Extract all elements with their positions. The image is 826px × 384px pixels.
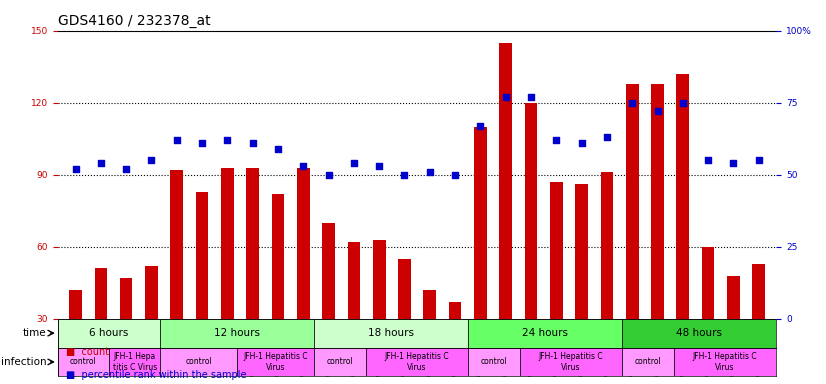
Text: control: control: [634, 358, 662, 366]
Bar: [525, 103, 538, 319]
Text: control: control: [481, 358, 507, 366]
FancyBboxPatch shape: [160, 319, 315, 348]
Bar: [752, 263, 765, 319]
Text: JFH-1 Hepatitis C
Virus: JFH-1 Hepatitis C Virus: [693, 352, 757, 372]
Point: [676, 99, 690, 106]
Bar: [120, 278, 132, 319]
Bar: [373, 240, 386, 319]
Bar: [449, 302, 462, 319]
Point: [575, 140, 588, 146]
Point: [701, 157, 714, 164]
Bar: [170, 170, 183, 319]
Bar: [676, 74, 689, 319]
Point: [525, 94, 538, 100]
Bar: [348, 242, 360, 319]
FancyBboxPatch shape: [366, 348, 468, 376]
Point: [727, 160, 740, 166]
FancyBboxPatch shape: [315, 319, 468, 348]
Point: [120, 166, 133, 172]
Point: [373, 163, 386, 169]
Point: [549, 137, 563, 143]
Bar: [424, 290, 436, 319]
Bar: [651, 84, 664, 319]
Text: JFH-1 Hepatitis C
Virus: JFH-1 Hepatitis C Virus: [244, 352, 308, 372]
FancyBboxPatch shape: [468, 348, 520, 376]
Text: control: control: [186, 358, 212, 366]
Point: [752, 157, 766, 164]
Text: 48 hours: 48 hours: [676, 328, 723, 338]
Point: [297, 163, 310, 169]
Bar: [500, 43, 512, 319]
Bar: [196, 192, 208, 319]
FancyBboxPatch shape: [109, 348, 160, 376]
FancyBboxPatch shape: [58, 348, 109, 376]
FancyBboxPatch shape: [623, 348, 674, 376]
Text: 6 hours: 6 hours: [89, 328, 129, 338]
Text: GDS4160 / 232378_at: GDS4160 / 232378_at: [58, 14, 211, 28]
Bar: [297, 167, 310, 319]
Bar: [272, 194, 284, 319]
Point: [170, 137, 183, 143]
Bar: [575, 184, 588, 319]
Point: [449, 172, 462, 178]
Bar: [474, 127, 487, 319]
Point: [94, 160, 107, 166]
Point: [601, 134, 614, 140]
Point: [423, 169, 436, 175]
Text: infection: infection: [1, 357, 46, 367]
Point: [246, 140, 259, 146]
Point: [322, 172, 335, 178]
Bar: [145, 266, 158, 319]
Point: [398, 172, 411, 178]
FancyBboxPatch shape: [160, 348, 238, 376]
Point: [625, 99, 638, 106]
FancyBboxPatch shape: [520, 348, 623, 376]
Point: [347, 160, 360, 166]
Point: [69, 166, 82, 172]
Point: [272, 146, 285, 152]
FancyBboxPatch shape: [674, 348, 776, 376]
Text: control: control: [70, 358, 97, 366]
Bar: [727, 276, 740, 319]
FancyBboxPatch shape: [315, 348, 366, 376]
Bar: [702, 247, 714, 319]
Text: 18 hours: 18 hours: [368, 328, 415, 338]
Bar: [398, 259, 411, 319]
Text: control: control: [327, 358, 354, 366]
Text: JFH-1 Hepatitis C
Virus: JFH-1 Hepatitis C Virus: [539, 352, 604, 372]
Bar: [94, 268, 107, 319]
Bar: [550, 182, 563, 319]
Bar: [246, 167, 259, 319]
Text: 12 hours: 12 hours: [215, 328, 260, 338]
Bar: [601, 172, 613, 319]
Bar: [322, 223, 335, 319]
FancyBboxPatch shape: [468, 319, 623, 348]
FancyBboxPatch shape: [58, 319, 160, 348]
Bar: [69, 290, 82, 319]
Point: [221, 137, 234, 143]
Text: ■  percentile rank within the sample: ■ percentile rank within the sample: [66, 370, 247, 380]
Text: ■  count: ■ count: [66, 347, 109, 357]
Point: [145, 157, 158, 164]
Bar: [626, 84, 638, 319]
Text: JFH-1 Hepatitis C
Virus: JFH-1 Hepatitis C Virus: [385, 352, 449, 372]
FancyBboxPatch shape: [623, 319, 776, 348]
Point: [499, 94, 512, 100]
Point: [651, 108, 664, 114]
Point: [474, 123, 487, 129]
Bar: [221, 167, 234, 319]
Text: 24 hours: 24 hours: [523, 328, 568, 338]
Text: JFH-1 Hepa
titis C Virus: JFH-1 Hepa titis C Virus: [112, 352, 157, 372]
Point: [196, 140, 209, 146]
Text: time: time: [22, 328, 46, 338]
FancyBboxPatch shape: [238, 348, 315, 376]
